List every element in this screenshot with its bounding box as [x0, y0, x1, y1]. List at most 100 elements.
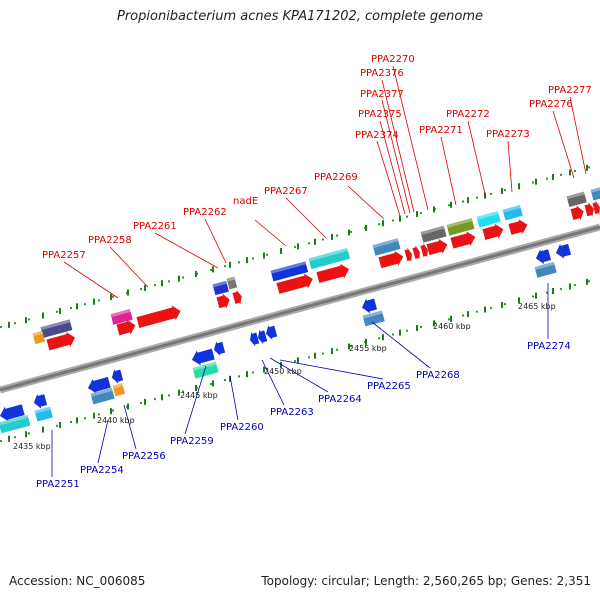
- gene-arrow: [0, 404, 25, 422]
- reverse-gene-labels: PPA2251 PPA2254 PPA2256 PPA2259 PPA2260 …: [36, 341, 571, 490]
- gene-box-highlight: [110, 309, 131, 318]
- gene-label-reverse[interactable]: PPA2259: [170, 436, 214, 447]
- gene-label-forward[interactable]: PPA2258: [88, 235, 132, 246]
- gene-label-forward[interactable]: PPA2375: [358, 109, 402, 120]
- gene-label-reverse[interactable]: PPA2264: [318, 394, 362, 405]
- scale-tick: [433, 320, 435, 327]
- gene-box-highlight: [308, 247, 348, 262]
- scale-dot: [420, 325, 422, 328]
- gene-box-highlight: [212, 280, 227, 288]
- scale-tick: [263, 366, 265, 373]
- gene-feature: [116, 319, 136, 336]
- gene-label-forward[interactable]: PPA2262: [183, 207, 227, 218]
- gene-label-forward[interactable]: PPA2269: [314, 172, 358, 183]
- scale-dot: [350, 344, 352, 347]
- gene-feature: [450, 230, 476, 249]
- scale-dot: [462, 314, 464, 317]
- gene-label-forward[interactable]: PPA2377: [360, 89, 404, 100]
- scale-tick: [229, 375, 231, 382]
- scale-tick: [365, 338, 367, 345]
- gene-label-reverse[interactable]: PPA2251: [36, 479, 80, 490]
- scale-tick: [246, 257, 248, 264]
- gene-label-reverse[interactable]: PPA2274: [527, 341, 571, 352]
- scale-tick: [59, 307, 61, 314]
- label-leader-forward: [381, 79, 415, 213]
- scale-tick: [110, 408, 112, 415]
- gene-label-forward[interactable]: PPA2273: [486, 129, 530, 140]
- scale-dot: [378, 337, 380, 340]
- gene-label-forward[interactable]: PPA2272: [446, 109, 490, 120]
- gene-label-reverse[interactable]: PPA2263: [270, 407, 314, 418]
- gene-label-forward[interactable]: PPA2261: [133, 221, 177, 232]
- scale-tick: [93, 412, 95, 419]
- scale-tick: [484, 306, 486, 313]
- label-leader-forward: [254, 219, 287, 247]
- gene-label-forward[interactable]: PPA2276: [529, 99, 573, 110]
- scale-tick: [212, 266, 214, 273]
- gene-label-forward[interactable]: PPA2270: [371, 54, 415, 65]
- scale-dot: [294, 360, 296, 363]
- scale-tick: [25, 431, 27, 438]
- scale-tick: [8, 435, 10, 442]
- label-leader-forward: [507, 140, 513, 193]
- tick-label: 2450 kbp: [264, 367, 302, 376]
- scale-dot: [420, 211, 422, 214]
- scale-dot: [28, 432, 30, 435]
- scale-tick: [280, 361, 282, 368]
- gene-feature: [426, 238, 448, 256]
- scale-tick: [399, 215, 401, 222]
- scale-dot: [0, 326, 2, 328]
- scale-dot: [56, 310, 58, 313]
- gene-label-reverse[interactable]: PPA2268: [416, 370, 460, 381]
- gene-label-forward[interactable]: PPA2267: [264, 186, 308, 197]
- label-leader-forward: [569, 96, 587, 175]
- scale-tick: [433, 206, 435, 213]
- scale-dot: [252, 257, 254, 260]
- scale-dot: [546, 177, 548, 180]
- label-leader-reverse: [371, 321, 431, 369]
- gene-label-forward[interactable]: PPA2374: [355, 130, 399, 141]
- label-leader-forward: [347, 185, 385, 220]
- gene-label-reverse[interactable]: PPA2254: [80, 465, 124, 476]
- tick-labels: 2435 kbp 2440 kbp 2445 kbp 2450 kbp 2455…: [13, 302, 556, 451]
- scale-dot: [182, 276, 184, 279]
- gene-arrow: [412, 245, 421, 260]
- gene-box: [0, 414, 31, 434]
- scale-dot: [490, 306, 492, 309]
- gene-feature: [213, 340, 226, 357]
- gene-arrow: [216, 293, 230, 310]
- scale-dot: [546, 291, 548, 294]
- scale-tick: [280, 247, 282, 254]
- gene-arrow: [276, 273, 314, 295]
- gene-feature: [508, 218, 528, 236]
- scale-dot: [210, 382, 212, 385]
- scale-dot: [182, 390, 184, 393]
- gene-box: [192, 361, 219, 379]
- scale-dot: [574, 170, 576, 173]
- scale-tick: [331, 348, 333, 355]
- gene-label-forward[interactable]: nadE: [233, 196, 258, 207]
- gene-label-reverse[interactable]: PPA2265: [367, 381, 411, 392]
- gene-label-reverse[interactable]: PPA2260: [220, 422, 264, 433]
- gene-label-forward[interactable]: PPA2376: [360, 68, 404, 79]
- gene-label-forward[interactable]: PPA2271: [419, 125, 463, 136]
- gene-feature: [570, 204, 584, 221]
- gene-arrow: [450, 230, 476, 249]
- gene-feature: [249, 331, 260, 347]
- gene-feature: [308, 247, 351, 270]
- genome-backbone: [0, 223, 600, 394]
- label-leader-forward: [204, 218, 227, 264]
- gene-box-highlight: [192, 361, 217, 371]
- gene-box: [34, 406, 53, 422]
- gene-label-forward[interactable]: PPA2277: [548, 85, 592, 96]
- gene-feature: [110, 309, 133, 325]
- scale-tick: [229, 261, 231, 268]
- gene-label-forward[interactable]: PPA2257: [42, 250, 86, 261]
- label-leader-forward: [63, 261, 119, 299]
- scale-tick: [552, 174, 554, 181]
- gene-label-reverse[interactable]: PPA2256: [122, 451, 166, 462]
- scale-dot: [504, 303, 506, 306]
- gene-arrow: [257, 329, 268, 345]
- gene-box: [90, 387, 115, 405]
- scale-dot: [70, 420, 72, 423]
